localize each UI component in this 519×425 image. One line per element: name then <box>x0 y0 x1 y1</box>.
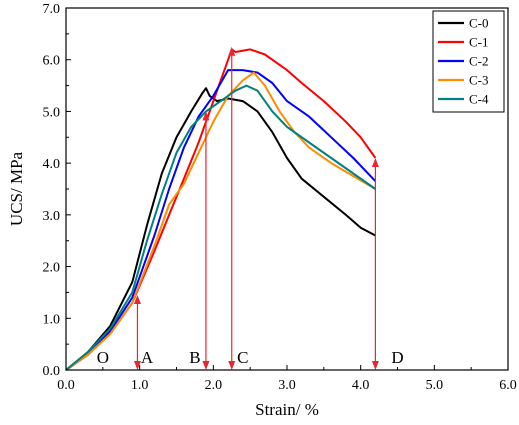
y-tick-label: 1.0 <box>43 312 61 327</box>
y-tick-label: 6.0 <box>43 54 61 69</box>
marker-arrow-head <box>202 361 210 370</box>
x-tick-label: 0.0 <box>57 378 75 393</box>
point-label: D <box>391 348 403 367</box>
y-tick-label: 0.0 <box>43 364 61 379</box>
point-label: B <box>189 348 200 367</box>
x-tick-label: 5.0 <box>426 378 444 393</box>
series-layer <box>65 48 377 371</box>
y-tick-label: 2.0 <box>43 261 61 276</box>
y-tick-label: 4.0 <box>43 157 61 172</box>
marker-arrow-head <box>133 295 141 305</box>
legend-label: C-1 <box>469 35 489 50</box>
marker-arrow-head <box>228 46 236 56</box>
legend-label: C-0 <box>469 16 489 31</box>
legend-label: C-3 <box>469 73 489 88</box>
y-tick-label: 7.0 <box>43 2 61 17</box>
point-label: A <box>141 348 154 367</box>
x-tick-label: 3.0 <box>278 378 296 393</box>
y-axis-title: UCS/ MPa <box>7 151 26 226</box>
x-tick-label: 1.0 <box>131 378 149 393</box>
legend-label: C-2 <box>469 54 489 69</box>
x-tick-label: 4.0 <box>352 378 370 393</box>
x-axis-title: Strain/ % <box>255 400 319 419</box>
marker-arrow-head <box>202 111 210 121</box>
plot-frame <box>65 7 509 371</box>
marker-arrow-head <box>371 361 379 370</box>
marker-arrow-head <box>133 361 141 370</box>
point-label: C <box>237 348 248 367</box>
marker-arrow-head <box>228 361 236 370</box>
legend: C-0 C-1 C-2 C-3 C-4 <box>432 10 505 113</box>
x-tick-label: 2.0 <box>205 378 223 393</box>
y-tick-label: 5.0 <box>43 105 61 120</box>
marker-arrow-head <box>371 157 379 167</box>
arrow-layer <box>133 46 379 370</box>
y-tick-label: 3.0 <box>43 209 61 224</box>
x-tick-label: 6.0 <box>499 378 517 393</box>
legend-label: C-4 <box>469 92 489 107</box>
series-line-c-4 <box>65 84 376 371</box>
point-label: O <box>97 348 109 367</box>
series-line-c-2 <box>65 69 377 371</box>
